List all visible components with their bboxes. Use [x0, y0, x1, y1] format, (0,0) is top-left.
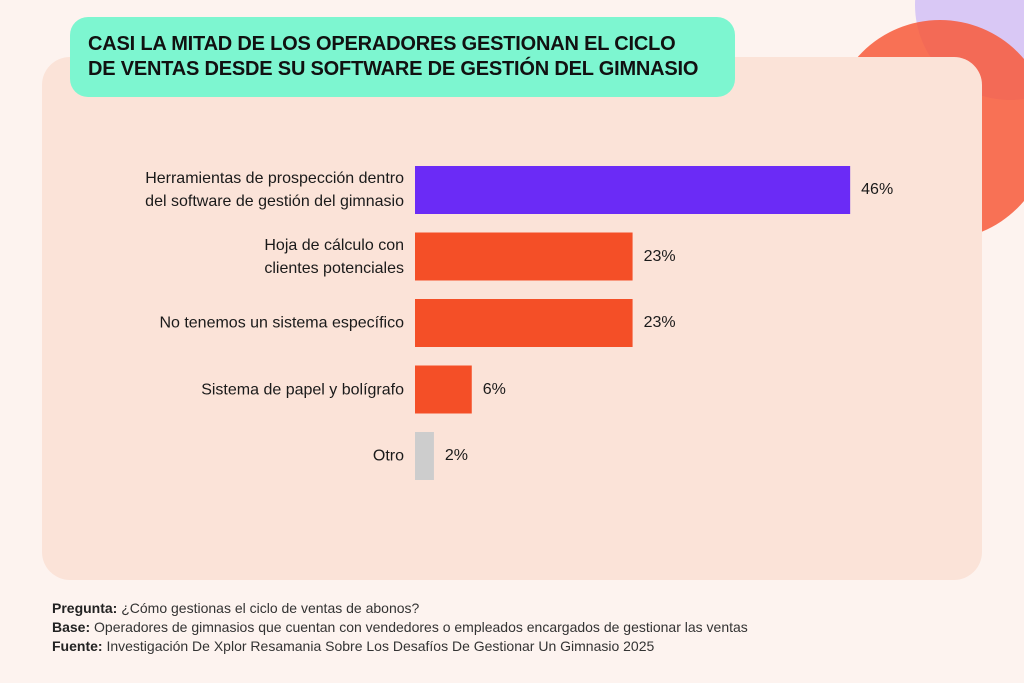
chart-title: CASI LA MITAD DE LOS OPERADORES GESTIONA…	[70, 17, 735, 97]
category-label: Herramientas de prospección dentro del s…	[145, 170, 404, 210]
value-label: 2%	[444, 447, 469, 464]
bar	[415, 365, 472, 414]
bar	[415, 232, 633, 281]
value-label: 6%	[482, 380, 506, 398]
footnote: Base: Operadores de gimnasios que cuenta…	[52, 618, 748, 637]
category-label: No tenemos un sistema específico	[159, 314, 404, 332]
footnote-text: ¿Cómo gestionas el ciclo de ventas de ab…	[121, 600, 420, 616]
bar	[415, 299, 633, 347]
category-label: Otro	[372, 447, 404, 465]
footnote-label: Base:	[52, 619, 91, 635]
value-label: 23%	[643, 247, 676, 265]
footnote-label: Pregunta:	[52, 600, 118, 616]
value-label: 23%	[643, 314, 676, 331]
footnote: Pregunta: ¿Cómo gestionas el ciclo de ve…	[52, 599, 748, 618]
footnotes: Pregunta: ¿Cómo gestionas el ciclo de ve…	[52, 599, 748, 656]
category-label: Sistema de papel y bolígrafo	[201, 381, 404, 398]
bar	[415, 432, 434, 480]
category-label: Hoja de cálculo con clientes potenciales	[264, 236, 404, 277]
footnote: Fuente: Investigación De Xplor Resamania…	[52, 637, 748, 656]
value-label: 46%	[861, 181, 894, 198]
bar	[415, 166, 851, 214]
footnote-label: Fuente:	[52, 638, 103, 654]
footnote-text: Operadores de gimnasios que cuentan con …	[94, 619, 748, 635]
footnote-text: Investigación De Xplor Resamania Sobre L…	[106, 638, 655, 654]
